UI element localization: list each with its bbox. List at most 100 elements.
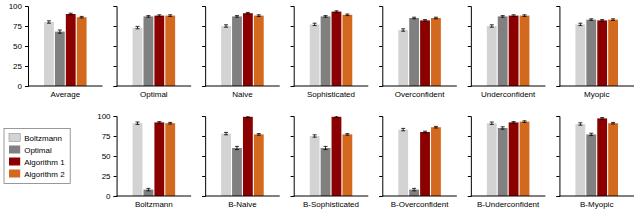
y-axis (468, 7, 472, 87)
bar (520, 16, 530, 86)
bar (398, 130, 408, 196)
y-tick: 0 (18, 82, 28, 91)
error-bar (490, 122, 494, 124)
y-tick-mark (202, 46, 205, 47)
y-tick (202, 176, 205, 177)
x-axis-line (471, 86, 546, 87)
error-bar (490, 25, 494, 27)
y-tick (379, 196, 382, 197)
legend-swatch (9, 134, 20, 142)
y-tick (202, 46, 205, 47)
y-tick-label: 100 (97, 112, 111, 121)
y-axis-line (114, 7, 118, 87)
y-tick-label: 25 (13, 62, 22, 71)
bar (487, 26, 497, 86)
legend-label: Optimal (24, 146, 52, 155)
y-tick-mark (468, 196, 471, 197)
y-tick: 25 (102, 172, 117, 181)
y-tick (468, 116, 471, 117)
y-tick-mark (556, 66, 559, 67)
y-tick-mark (291, 176, 294, 177)
bar (133, 123, 143, 196)
error-bar (257, 134, 261, 136)
y-tick-mark (291, 46, 294, 47)
error-bar (589, 19, 593, 21)
y-axis-line (556, 117, 560, 197)
legend-swatch (9, 158, 20, 166)
y-tick (202, 86, 205, 87)
y-axis-line (379, 7, 383, 87)
bar (586, 20, 596, 86)
chart-root: 0255075100AverageOptimalNaiveSophisticat… (0, 0, 640, 221)
legend-item: Boltzmann (9, 134, 62, 143)
marks (310, 116, 353, 196)
y-tick (202, 196, 205, 197)
y-tick (291, 156, 294, 157)
group-label: Average (50, 90, 80, 99)
error-bar (401, 29, 405, 31)
bar (608, 123, 618, 196)
legend-frame (4, 129, 70, 184)
error-bar (512, 15, 516, 17)
error-bar (434, 126, 438, 128)
y-tick-mark (379, 86, 382, 87)
y-tick-label: 25 (102, 172, 111, 181)
y-tick-mark (291, 116, 294, 117)
y-tick (379, 156, 382, 157)
marks (487, 121, 530, 196)
marks (398, 126, 441, 196)
y-tick: 75 (102, 132, 117, 141)
group-label: B-Myopic (580, 200, 613, 209)
y-tick-mark (468, 26, 471, 27)
y-tick-mark (556, 156, 559, 157)
y-tick (556, 196, 559, 197)
panel: Naive (202, 7, 280, 100)
bar (398, 30, 408, 86)
y-tick (291, 66, 294, 67)
y-tick-mark (556, 176, 559, 177)
y-tick (202, 136, 205, 137)
y-tick-mark (114, 116, 117, 117)
bar (586, 134, 596, 196)
bar (575, 124, 585, 196)
bar (487, 123, 497, 196)
error-bar (313, 23, 317, 25)
y-axis-line (202, 7, 206, 87)
legend-item: Algorithm 2 (9, 170, 65, 179)
panel: 0255075100Boltzmann (97, 112, 191, 209)
y-tick-mark (468, 66, 471, 67)
x-axis-line (28, 86, 103, 87)
y-axis (202, 117, 206, 197)
panel: B-Overconfident (379, 117, 457, 210)
error-bar (157, 122, 161, 124)
error-bar (224, 25, 228, 27)
y-tick-mark (468, 46, 471, 47)
error-bar (523, 121, 527, 123)
error-bar (345, 134, 349, 136)
error-bar (257, 15, 261, 17)
bar (254, 134, 264, 196)
bar (321, 16, 331, 86)
y-tick-mark (202, 6, 205, 7)
error-bar (423, 131, 427, 133)
y-tick: 50 (13, 42, 28, 51)
group-label: Optimal (140, 90, 168, 99)
error-bar (168, 122, 172, 124)
y-tick-mark (114, 176, 117, 177)
y-tick-mark (202, 86, 205, 87)
x-axis-line (294, 196, 369, 197)
y-tick-mark (25, 6, 28, 7)
y-tick (556, 176, 559, 177)
bar (509, 122, 519, 196)
y-axis (202, 7, 206, 87)
bar (133, 28, 143, 86)
y-axis-line (468, 7, 472, 87)
y-tick (379, 86, 382, 87)
y-tick (468, 26, 471, 27)
error-bar (324, 146, 328, 149)
y-tick (556, 46, 559, 47)
y-tick (556, 86, 559, 87)
y-tick-mark (25, 46, 28, 47)
y-tick (291, 6, 294, 7)
y-axis (114, 7, 118, 87)
